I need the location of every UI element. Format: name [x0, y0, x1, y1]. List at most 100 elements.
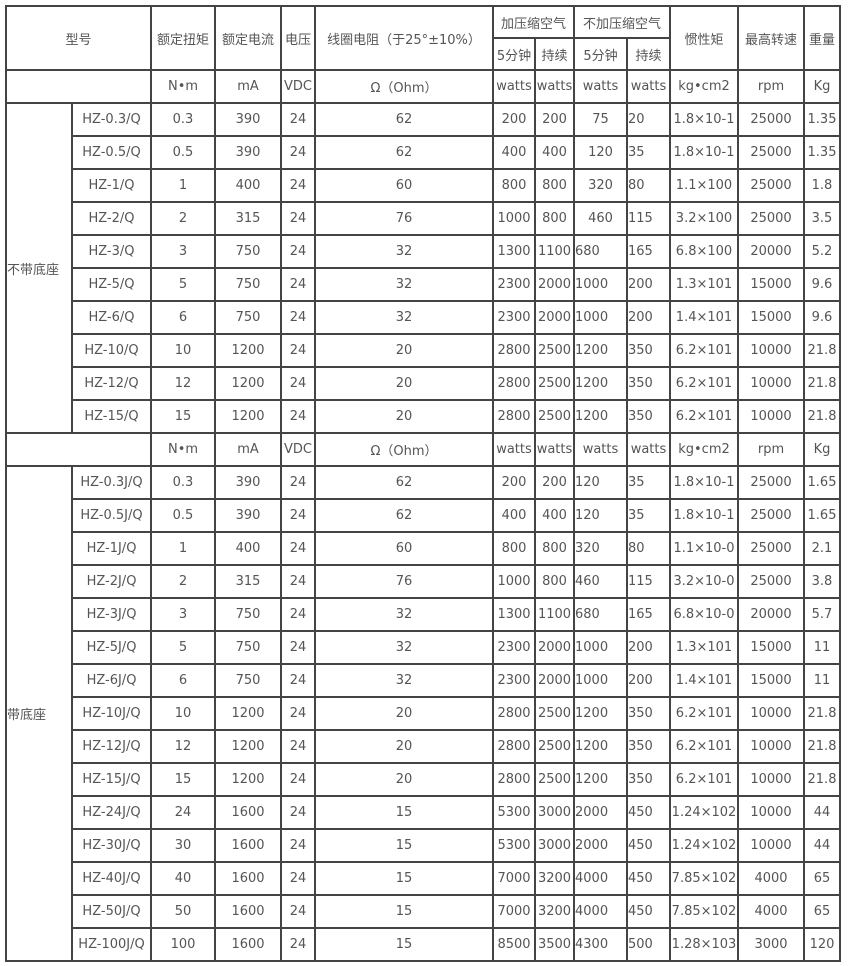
value-cell: 24 — [281, 400, 315, 433]
value-cell: 800 — [535, 202, 574, 235]
unit-cell: rpm — [738, 433, 804, 466]
table-row: HZ-5J/Q 5 750 24 32 2300 2000 1000 200 1.3×101 150… — [6, 631, 840, 664]
table-row: 不带底座 HZ-0.3/Q 0.3 390 24 62 200 200 75 20 1.8×10-1… — [6, 103, 840, 433]
value-cell: 2000 — [535, 631, 574, 664]
value-cell: 24 — [281, 763, 315, 796]
value-cell: 450 — [627, 796, 670, 829]
units-spacer — [6, 433, 151, 466]
model-cell: HZ-10/Q — [72, 334, 151, 367]
value-cell: 2500 — [535, 697, 574, 730]
table-row: HZ-12/Q 12 1200 24 20 2800 2500 1200 350 6.2×101 1… — [6, 367, 840, 400]
value-cell: 0.3 — [151, 103, 215, 136]
value-cell: 3.2×100 — [670, 202, 738, 235]
value-cell: 1000 — [493, 565, 535, 598]
units-row: N•m mA VDC Ω（Ohm） watts watts watts watts kg•cm2… — [6, 433, 840, 466]
value-cell: 80 — [627, 532, 670, 565]
value-cell: 1200 — [215, 334, 281, 367]
table-row: HZ-2/Q 2 315 24 76 1000 800 460 115 3.2×100 25000 3… — [6, 202, 840, 235]
unit-cell: watts — [574, 433, 627, 466]
unit-cell: kg•cm2 — [670, 70, 738, 103]
value-cell: 2300 — [493, 631, 535, 664]
value-cell: 450 — [627, 829, 670, 862]
value-cell: 3 — [151, 235, 215, 268]
value-cell: 1000 — [493, 202, 535, 235]
value-cell: 24 — [281, 136, 315, 169]
value-cell: 10 — [151, 334, 215, 367]
value-cell: 1.8×10-1 — [670, 103, 738, 136]
value-cell: 800 — [535, 565, 574, 598]
unit-cell: watts — [493, 70, 535, 103]
section-label: 不带底座 — [6, 103, 72, 433]
value-cell: 4000 — [574, 862, 627, 895]
value-cell: 24 — [281, 598, 315, 631]
value-cell: 24 — [281, 697, 315, 730]
value-cell: 5 — [151, 631, 215, 664]
value-cell: 24 — [281, 202, 315, 235]
value-cell: 20000 — [738, 235, 804, 268]
value-cell: 350 — [627, 400, 670, 433]
value-cell: 2 — [151, 565, 215, 598]
value-cell: 21.8 — [804, 367, 840, 400]
value-cell: 1.1×10-0 — [670, 532, 738, 565]
value-cell: 1000 — [574, 268, 627, 301]
value-cell: 50 — [151, 895, 215, 928]
section-label: 带底座 — [6, 466, 72, 961]
value-cell: 350 — [627, 763, 670, 796]
value-cell: 165 — [627, 235, 670, 268]
value-cell: 20 — [315, 730, 493, 763]
value-cell: 1.8×10-1 — [670, 136, 738, 169]
value-cell: 1600 — [215, 862, 281, 895]
value-cell: 1.28×103 — [670, 928, 738, 961]
table-row: HZ-5/Q 5 750 24 32 2300 2000 1000 200 1.3×101 1500… — [6, 268, 840, 301]
value-cell: 15 — [151, 763, 215, 796]
unit-cell: watts — [535, 433, 574, 466]
table-row: HZ-10J/Q 10 1200 24 20 2800 2500 1200 350 6.2×101… — [6, 697, 840, 730]
value-cell: 24 — [281, 730, 315, 763]
header-with-air-continuous: 持续 — [535, 38, 574, 70]
table-row: HZ-24J/Q 24 1600 24 15 5300 3000 2000 450 1.24×10… — [6, 796, 840, 829]
value-cell: 1200 — [215, 763, 281, 796]
model-cell: HZ-1J/Q — [72, 532, 151, 565]
value-cell: 6.2×101 — [670, 730, 738, 763]
value-cell: 6.2×101 — [670, 697, 738, 730]
value-cell: 25000 — [738, 169, 804, 202]
value-cell: 65 — [804, 862, 840, 895]
value-cell: 1.4×101 — [670, 301, 738, 334]
header-weight: 重量 — [804, 6, 840, 70]
value-cell: 20 — [315, 763, 493, 796]
header-without-air: 不加压缩空气 — [574, 6, 670, 38]
value-cell: 200 — [535, 466, 574, 499]
header-voltage: 电压 — [281, 6, 315, 70]
value-cell: 350 — [627, 730, 670, 763]
value-cell: 25000 — [738, 136, 804, 169]
value-cell: 35 — [627, 499, 670, 532]
value-cell: 390 — [215, 103, 281, 136]
value-cell: 20 — [627, 103, 670, 136]
value-cell: 1200 — [574, 697, 627, 730]
value-cell: 1.35 — [804, 103, 840, 136]
unit-cell: N•m — [151, 70, 215, 103]
model-cell: HZ-0.5J/Q — [72, 499, 151, 532]
value-cell: 6.2×101 — [670, 763, 738, 796]
value-cell: 2500 — [535, 730, 574, 763]
value-cell: 62 — [315, 499, 493, 532]
value-cell: 6.2×101 — [670, 400, 738, 433]
value-cell: 11 — [804, 631, 840, 664]
value-cell: 24 — [281, 169, 315, 202]
value-cell: 2500 — [535, 400, 574, 433]
value-cell: 44 — [804, 829, 840, 862]
value-cell: 750 — [215, 301, 281, 334]
value-cell: 315 — [215, 565, 281, 598]
value-cell: 2800 — [493, 697, 535, 730]
unit-cell: N•m — [151, 433, 215, 466]
value-cell: 3000 — [535, 796, 574, 829]
value-cell: 24 — [281, 103, 315, 136]
table-row: HZ-50J/Q 50 1600 24 15 7000 3200 4000 450 7.85×10… — [6, 895, 840, 928]
value-cell: 10000 — [738, 829, 804, 862]
unit-cell: mA — [215, 70, 281, 103]
value-cell: 2.1 — [804, 532, 840, 565]
value-cell: 32 — [315, 268, 493, 301]
value-cell: 24 — [281, 631, 315, 664]
model-cell: HZ-12/Q — [72, 367, 151, 400]
value-cell: 10000 — [738, 400, 804, 433]
